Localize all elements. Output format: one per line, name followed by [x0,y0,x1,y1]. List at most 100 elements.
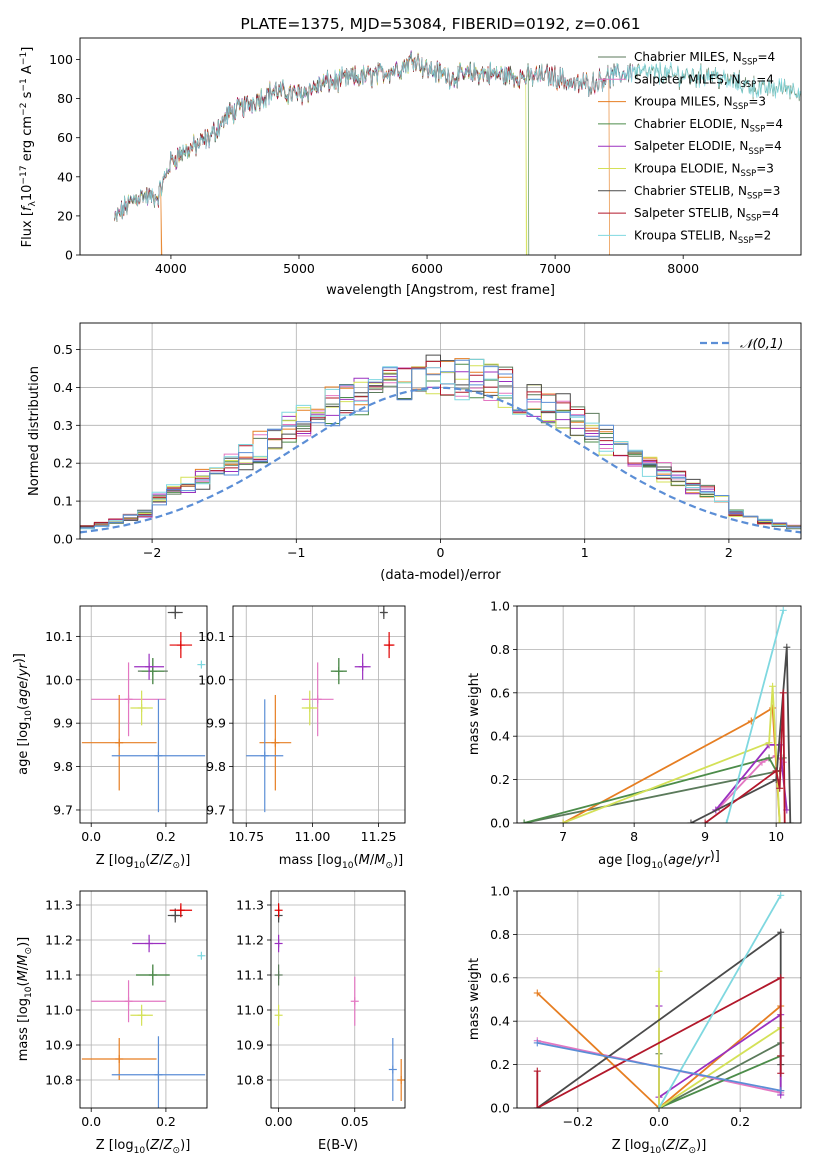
y-tick-label: 0.2 [53,456,73,471]
weight-line [658,971,782,1108]
x-tick-label: 0.0 [81,1114,101,1129]
data-point [274,1004,283,1026]
y-tick-label: 9.7 [206,802,226,817]
weight-marker [781,819,789,823]
y-tick-label: 0.4 [53,380,73,395]
y-tick-label: 0.5 [53,342,73,357]
x-tick-label: 10 [768,829,784,844]
y-axis-label: Normed distribution [27,366,42,496]
data-point [397,1059,405,1101]
weight-marker [779,689,787,697]
legend-label: Chabrier MILES, NSSP=4 [634,50,775,67]
x-tick-label: 9 [701,829,709,844]
weight-marker [655,1104,663,1108]
data-point [169,632,193,659]
legend-label: Chabrier ELODIE, NSSP=4 [634,117,783,134]
axes-residual_hist: −2 −1 0 1 2 0.0 0.1 0.2 0.3 0.4 0.5 [53,322,802,560]
weight-marker [520,819,528,823]
x-tick-label: 0.2 [156,829,176,844]
data-point [130,1004,153,1026]
weight-marker [655,967,663,975]
x-tick-label: −0.2 [563,1114,593,1129]
weight-marker [786,819,794,823]
weight-marker [533,989,541,997]
plot-area-age_vs_Z [81,606,206,813]
weight-line [562,686,781,823]
axes-frame [79,605,208,824]
x-tick-label: −2 [143,545,161,560]
plot-area-mass_vs_ebv [274,903,405,1101]
y-tick-label: 9.8 [206,759,226,774]
data-point [111,699,206,813]
axes-mass_vs_Z: 0.0 0.2 10.8 10.9 11.0 11.1 11.2 11.3 [45,890,208,1129]
y-tick-label: 10.9 [236,1038,264,1053]
y-tick-label: 11.1 [45,968,73,983]
y-tick-label: 0.8 [490,642,510,657]
x-tick-label: 1 [581,545,589,560]
data-point [301,662,334,737]
axes-frame [79,37,802,256]
axes-frame [232,605,406,824]
legend-label: Salpeter MILES, NSSP=4 [634,72,774,89]
y-tick-label: 11.3 [45,898,73,913]
data-point [354,653,371,680]
grid-weight_vs_age [517,605,801,824]
plot-area-weight_vs_Z [533,891,785,1108]
weight-line [536,992,782,1108]
x-axis-label: Z [log10(Z/Z⊙)] [96,853,191,871]
grid-mass_vs_ebv [271,891,405,1108]
x-axis-label: (data-model)/error [380,568,501,583]
axes-frame [79,322,802,540]
axes-spectrum: 4000 5000 6000 7000 8000 0 20 40 60 80 100 [49,37,802,276]
legend-spectrum: Chabrier MILES, NSSP=4 Salpeter MILES, NS… [598,50,783,245]
y-tick-label: 0.0 [490,816,510,831]
weight-line [537,1042,781,1092]
weight-line [715,744,788,811]
data-point [197,660,206,669]
weight-line [523,756,777,823]
x-tick-label: 0.0 [81,829,101,844]
weight-marker [533,1104,541,1108]
y-tick-label: 40 [57,169,73,184]
y-tick-label: 10.0 [198,672,226,687]
weight-marker [687,819,695,823]
x-axis-label: wavelength [Angstrom, rest frame] [326,283,555,298]
ticks-weight_vs_age: 7 8 9 10 0.0 0.2 0.4 0.6 0.8 1.0 [490,599,784,845]
weight-marker [777,1052,785,1060]
x-tick-label: 8000 [667,261,699,276]
data-point [91,980,166,1023]
y-tick-label: 11.3 [236,898,264,913]
axes-age_vs_mass: 10.75 11.00 11.25 9.7 9.8 9.9 10.0 10.1 [198,605,406,844]
axes-frame [270,890,406,1109]
chart-title: PLATE=1375, MJD=53084, FIBERID=0192, z=0… [240,15,640,33]
y-tick-label: 9.9 [206,716,226,731]
grid-mass_vs_Z [80,891,207,1108]
x-tick-label: 11.00 [294,829,330,844]
spectrum-line [114,52,801,222]
y-tick-label: 0.6 [490,685,510,700]
normal-curve [80,386,801,534]
weight-marker [533,1067,541,1075]
weight-line [658,1055,782,1108]
y-tick-label: 10.1 [198,629,226,644]
x-axis-label: Z [log10(Z/Z⊙)] [612,1138,707,1156]
y-tick-label: 11.0 [45,1003,73,1018]
ticks-spectrum: 4000 5000 6000 7000 8000 0 20 40 60 80 100 [49,52,699,276]
y-tick-label: 10.8 [45,1073,73,1088]
grid-age_vs_mass [233,606,405,823]
y-tick-label: 11.0 [236,1003,264,1018]
data-point [274,903,283,918]
legend-label: Kroupa STELIB, NSSP=2 [634,228,771,245]
legend-label: Kroupa ELODIE, NSSP=3 [634,162,774,179]
y-tick-label: 9.7 [53,802,73,817]
axes-frame [516,605,802,824]
y-axis-label: mass [log10(M/M⊙)] [16,937,34,1061]
x-tick-label: 0 [437,545,445,560]
x-tick-label: 8 [630,829,638,844]
y-axis-label: Flux [fλ10−17 erg cm−2 s−1 A−1] [19,47,38,248]
y-tick-label: 0.2 [490,772,510,787]
legend-label: Salpeter STELIB, NSSP=4 [634,206,779,223]
axes-weight_vs_Z: −0.2 0.0 0.2 0.0 0.2 0.4 0.6 0.8 1.0 [490,884,802,1129]
y-tick-label: 60 [57,130,73,145]
x-tick-label: 6000 [411,261,443,276]
